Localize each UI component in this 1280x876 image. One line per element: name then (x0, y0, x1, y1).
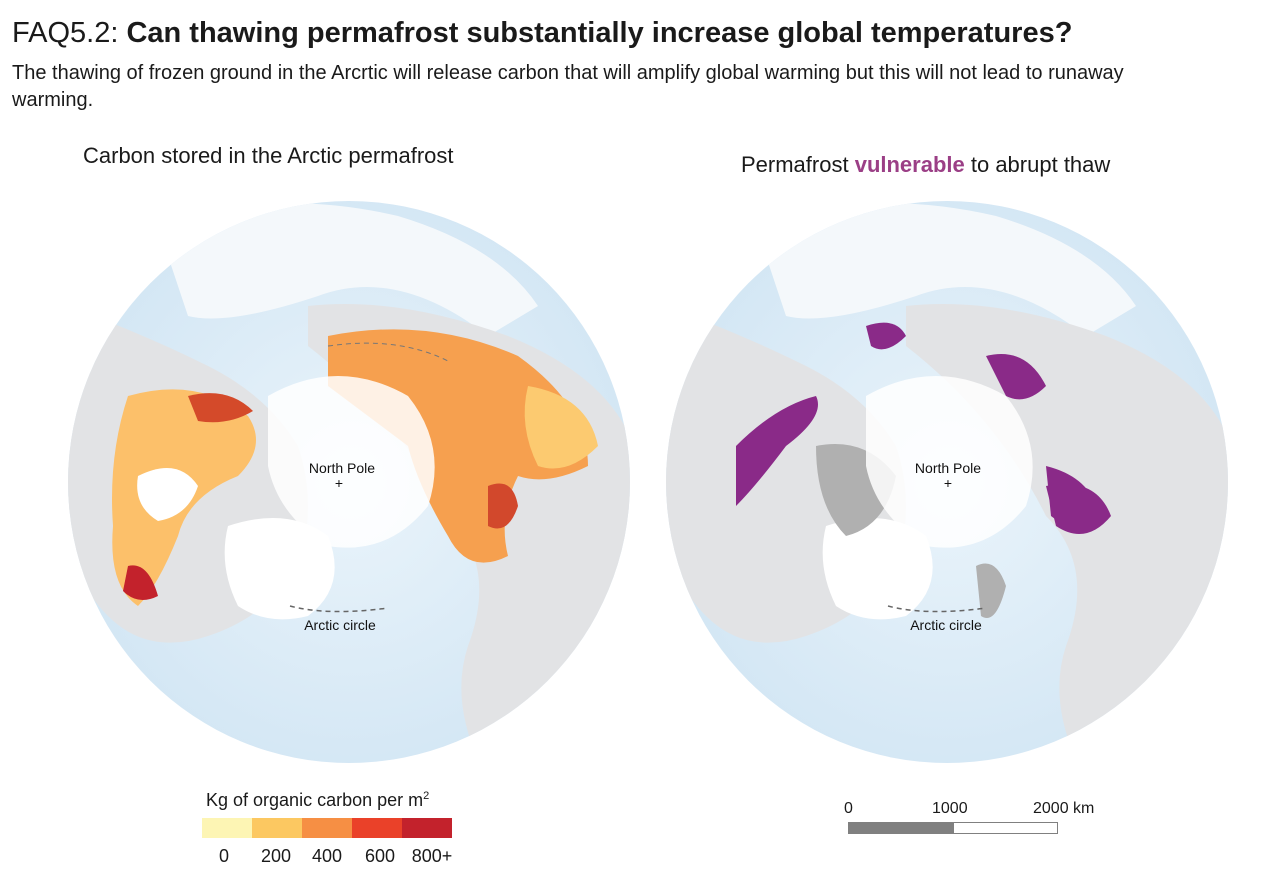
legend-title-text: Kg of organic carbon per m (206, 790, 424, 810)
greenland-ice (756, 203, 1136, 336)
legend-swatch-600 (352, 818, 402, 838)
scale-bar-light-segment (953, 822, 1058, 834)
vulnerable-north-america (736, 396, 818, 506)
arctic-circle-label: Arctic circle (304, 617, 376, 633)
left-panel-title: Carbon stored in the Arctic permafrost (83, 143, 454, 168)
legend-title: Kg of organic carbon per m2 (206, 790, 429, 811)
right-title-after: to abrupt thaw (964, 152, 1111, 177)
legend-swatch-0 (202, 818, 252, 838)
legend-tick-label: 0 (218, 846, 230, 866)
scale-bar-dark-segment (848, 822, 953, 834)
arctic-ice (268, 376, 435, 548)
vulnerable-east-siberia (1046, 484, 1111, 534)
carbon-map: North Pole + Arctic circle (68, 201, 630, 763)
north-pole-label: North Pole (309, 460, 375, 476)
hudson-bay (137, 468, 198, 521)
vulnerable-alaska (866, 322, 906, 350)
scale-bar: 0 1000 2000 km (840, 800, 1120, 840)
header: FAQ5.2: Can thawing permafrost substanti… (12, 14, 1262, 114)
legend-ticks: 0 200 400 600 800+ (200, 846, 470, 870)
vulnerability-map: North Pole + Arctic circle (666, 201, 1228, 763)
right-panel-title: Permafrost vulnerable to abrupt thaw (741, 152, 1110, 178)
scale-tick-label: 0 (844, 800, 853, 817)
legend-swatch-400 (302, 818, 352, 838)
legend-tick-label: 600 (364, 846, 396, 866)
figure-subtitle: The thawing of frozen ground in the Arcr… (12, 62, 1124, 111)
other-permafrost-2 (976, 563, 1006, 618)
northamerica-carbon-dark2 (123, 565, 158, 600)
legend-title-superscript: 2 (423, 790, 430, 802)
arctic-circle-label: Arctic circle (910, 617, 982, 633)
legend-tick-label: 400 (311, 846, 343, 866)
legend-tick-label: 200 (260, 846, 292, 866)
right-title-before: Permafrost (741, 152, 855, 177)
siberia-carbon-light (524, 386, 598, 469)
legend-swatch-800 (402, 818, 452, 838)
scale-tick-label: 2000 km (1033, 800, 1095, 817)
north-pole-marker: + (944, 475, 952, 491)
figure-title: FAQ5.2: Can thawing permafrost substanti… (12, 14, 1262, 52)
legend-tick-label: 800+ (411, 846, 453, 866)
legend-color-bar (202, 818, 452, 838)
title-main: Can thawing permafrost substantially inc… (126, 17, 1073, 49)
greenland-land (822, 518, 933, 620)
siberia-carbon-dark (488, 483, 518, 529)
greenland-land (224, 518, 335, 620)
right-title-highlight: vulnerable (854, 152, 965, 177)
north-pole-marker: + (335, 475, 343, 491)
north-pole-label: North Pole (915, 460, 981, 476)
arctic-ice (866, 376, 1033, 548)
title-prefix: FAQ5.2: (12, 17, 127, 49)
arctic-circle-line-upper (327, 342, 449, 362)
siberia-carbon (328, 329, 588, 563)
northamerica-carbon-dark (188, 393, 253, 423)
scale-tick-label: 1000 (932, 800, 968, 817)
vulnerable-siberia (986, 354, 1046, 400)
legend-swatch-200 (252, 818, 302, 838)
greenland-ice (158, 203, 538, 336)
